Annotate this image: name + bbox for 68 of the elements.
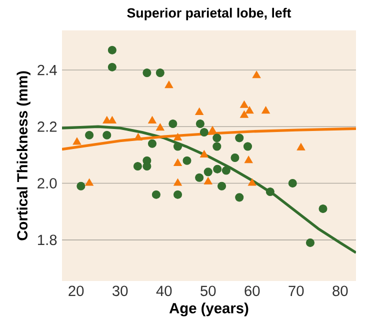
point [168,120,178,128]
point [174,133,182,140]
point [262,106,270,114]
point [142,162,152,171]
point [195,173,204,182]
point [196,120,204,128]
x-tick-label: 30 [112,286,128,296]
point [85,130,94,140]
point [148,139,156,148]
point [200,150,208,158]
line-series [62,125,356,254]
x-tick-label: 70 [288,286,304,296]
point [152,190,160,199]
point [318,204,328,214]
point [240,110,248,118]
point [288,179,297,188]
point [230,154,240,162]
point [164,80,174,88]
y-tick-label: 2.4 [38,64,57,76]
point [306,238,314,248]
x-tick-label: 40 [156,286,172,296]
point [174,178,182,186]
y-tick-label: 2.2 [38,122,57,132]
point [240,100,248,108]
point [156,68,164,78]
point [85,178,94,186]
point [108,46,116,54]
point [245,106,254,114]
x-tick-label: 20 [68,286,84,296]
x-axis-title: Age (years) [169,302,248,316]
point [266,187,274,196]
point [148,116,156,124]
y-tick-label: 1.8 [38,234,57,246]
point [243,142,252,151]
point [142,68,152,78]
x-tick-label: 60 [244,286,260,296]
point [212,142,222,151]
point [200,128,208,137]
point [235,134,244,142]
point [222,166,230,175]
chart-title: Superior parietal lobe, left [127,8,292,20]
point [76,182,86,190]
point [156,123,164,131]
point [174,158,182,166]
point [208,126,217,134]
point [173,142,182,151]
y-axis-title: Cortical Thickness (mm) [16,71,30,240]
y-tick-label: 2.0 [38,178,57,188]
point [252,70,261,78]
point [296,143,306,150]
point [182,156,192,165]
point [204,177,212,184]
point [72,137,82,145]
x-tick-label: 50 [200,286,216,296]
x-tick-label: 80 [332,286,348,296]
point [195,108,204,115]
point [213,164,222,174]
point [173,190,182,199]
point [102,130,112,140]
point [108,62,116,72]
point [204,168,212,176]
point [217,182,226,190]
point [212,134,222,142]
point [235,193,244,202]
point [248,178,256,186]
point [244,156,253,164]
line-series [62,127,356,151]
point [133,162,142,171]
